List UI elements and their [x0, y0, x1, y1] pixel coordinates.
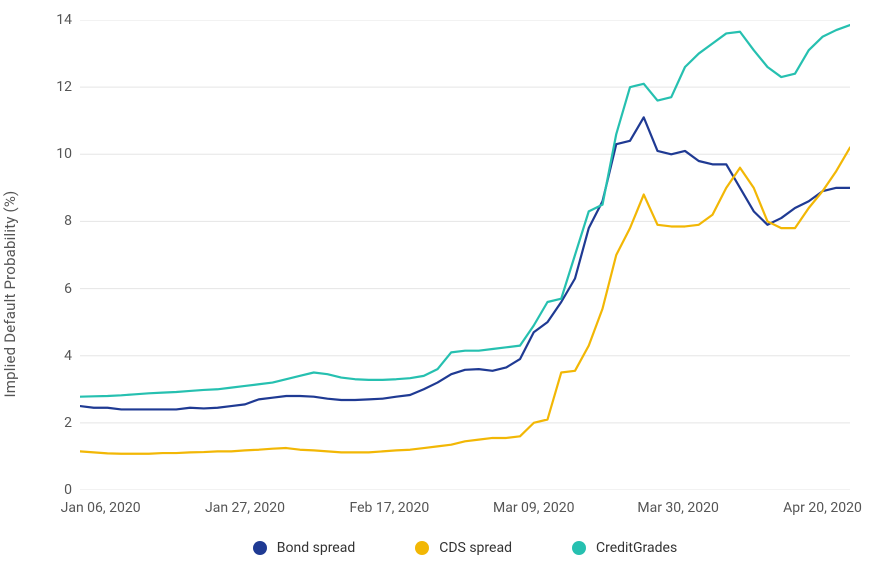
legend: Bond spread CDS spread CreditGrades [80, 540, 850, 556]
legend-item: CreditGrades [572, 540, 677, 556]
y-axis-title: Implied Default Probability (%) [1, 191, 19, 398]
legend-marker-icon [253, 541, 267, 555]
x-tick-label: Apr 20, 2020 [783, 500, 862, 516]
x-tick-label: Jan 06, 2020 [61, 500, 141, 516]
legend-label: CDS spread [439, 540, 512, 556]
legend-item: Bond spread [253, 540, 355, 556]
legend-marker-icon [415, 541, 429, 555]
y-tick-label: 0 [64, 482, 72, 498]
chart-svg [80, 20, 850, 490]
x-tick-label: Feb 17, 2020 [349, 500, 429, 516]
chart-container: Implied Default Probability (%) 02468101… [0, 0, 870, 570]
legend-label: CreditGrades [596, 540, 677, 556]
series-line [80, 117, 850, 409]
y-tick-label: 8 [64, 213, 72, 229]
legend-label: Bond spread [277, 540, 355, 556]
y-tick-label: 14 [56, 12, 72, 28]
y-tick-label: 6 [64, 281, 72, 297]
plot-area: 02468101214 Jan 06, 2020Jan 27, 2020Feb … [80, 20, 850, 490]
y-tick-label: 2 [64, 415, 72, 431]
grid-lines [80, 20, 850, 490]
legend-item: CDS spread [415, 540, 512, 556]
x-tick-label: Mar 30, 2020 [637, 500, 719, 516]
series-line [80, 25, 850, 397]
series-group [80, 25, 850, 454]
x-tick-label: Jan 27, 2020 [205, 500, 285, 516]
y-tick-label: 10 [56, 146, 72, 162]
legend-marker-icon [572, 541, 586, 555]
y-tick-label: 12 [56, 79, 72, 95]
x-tick-label: Mar 09, 2020 [493, 500, 575, 516]
y-tick-label: 4 [64, 348, 72, 364]
